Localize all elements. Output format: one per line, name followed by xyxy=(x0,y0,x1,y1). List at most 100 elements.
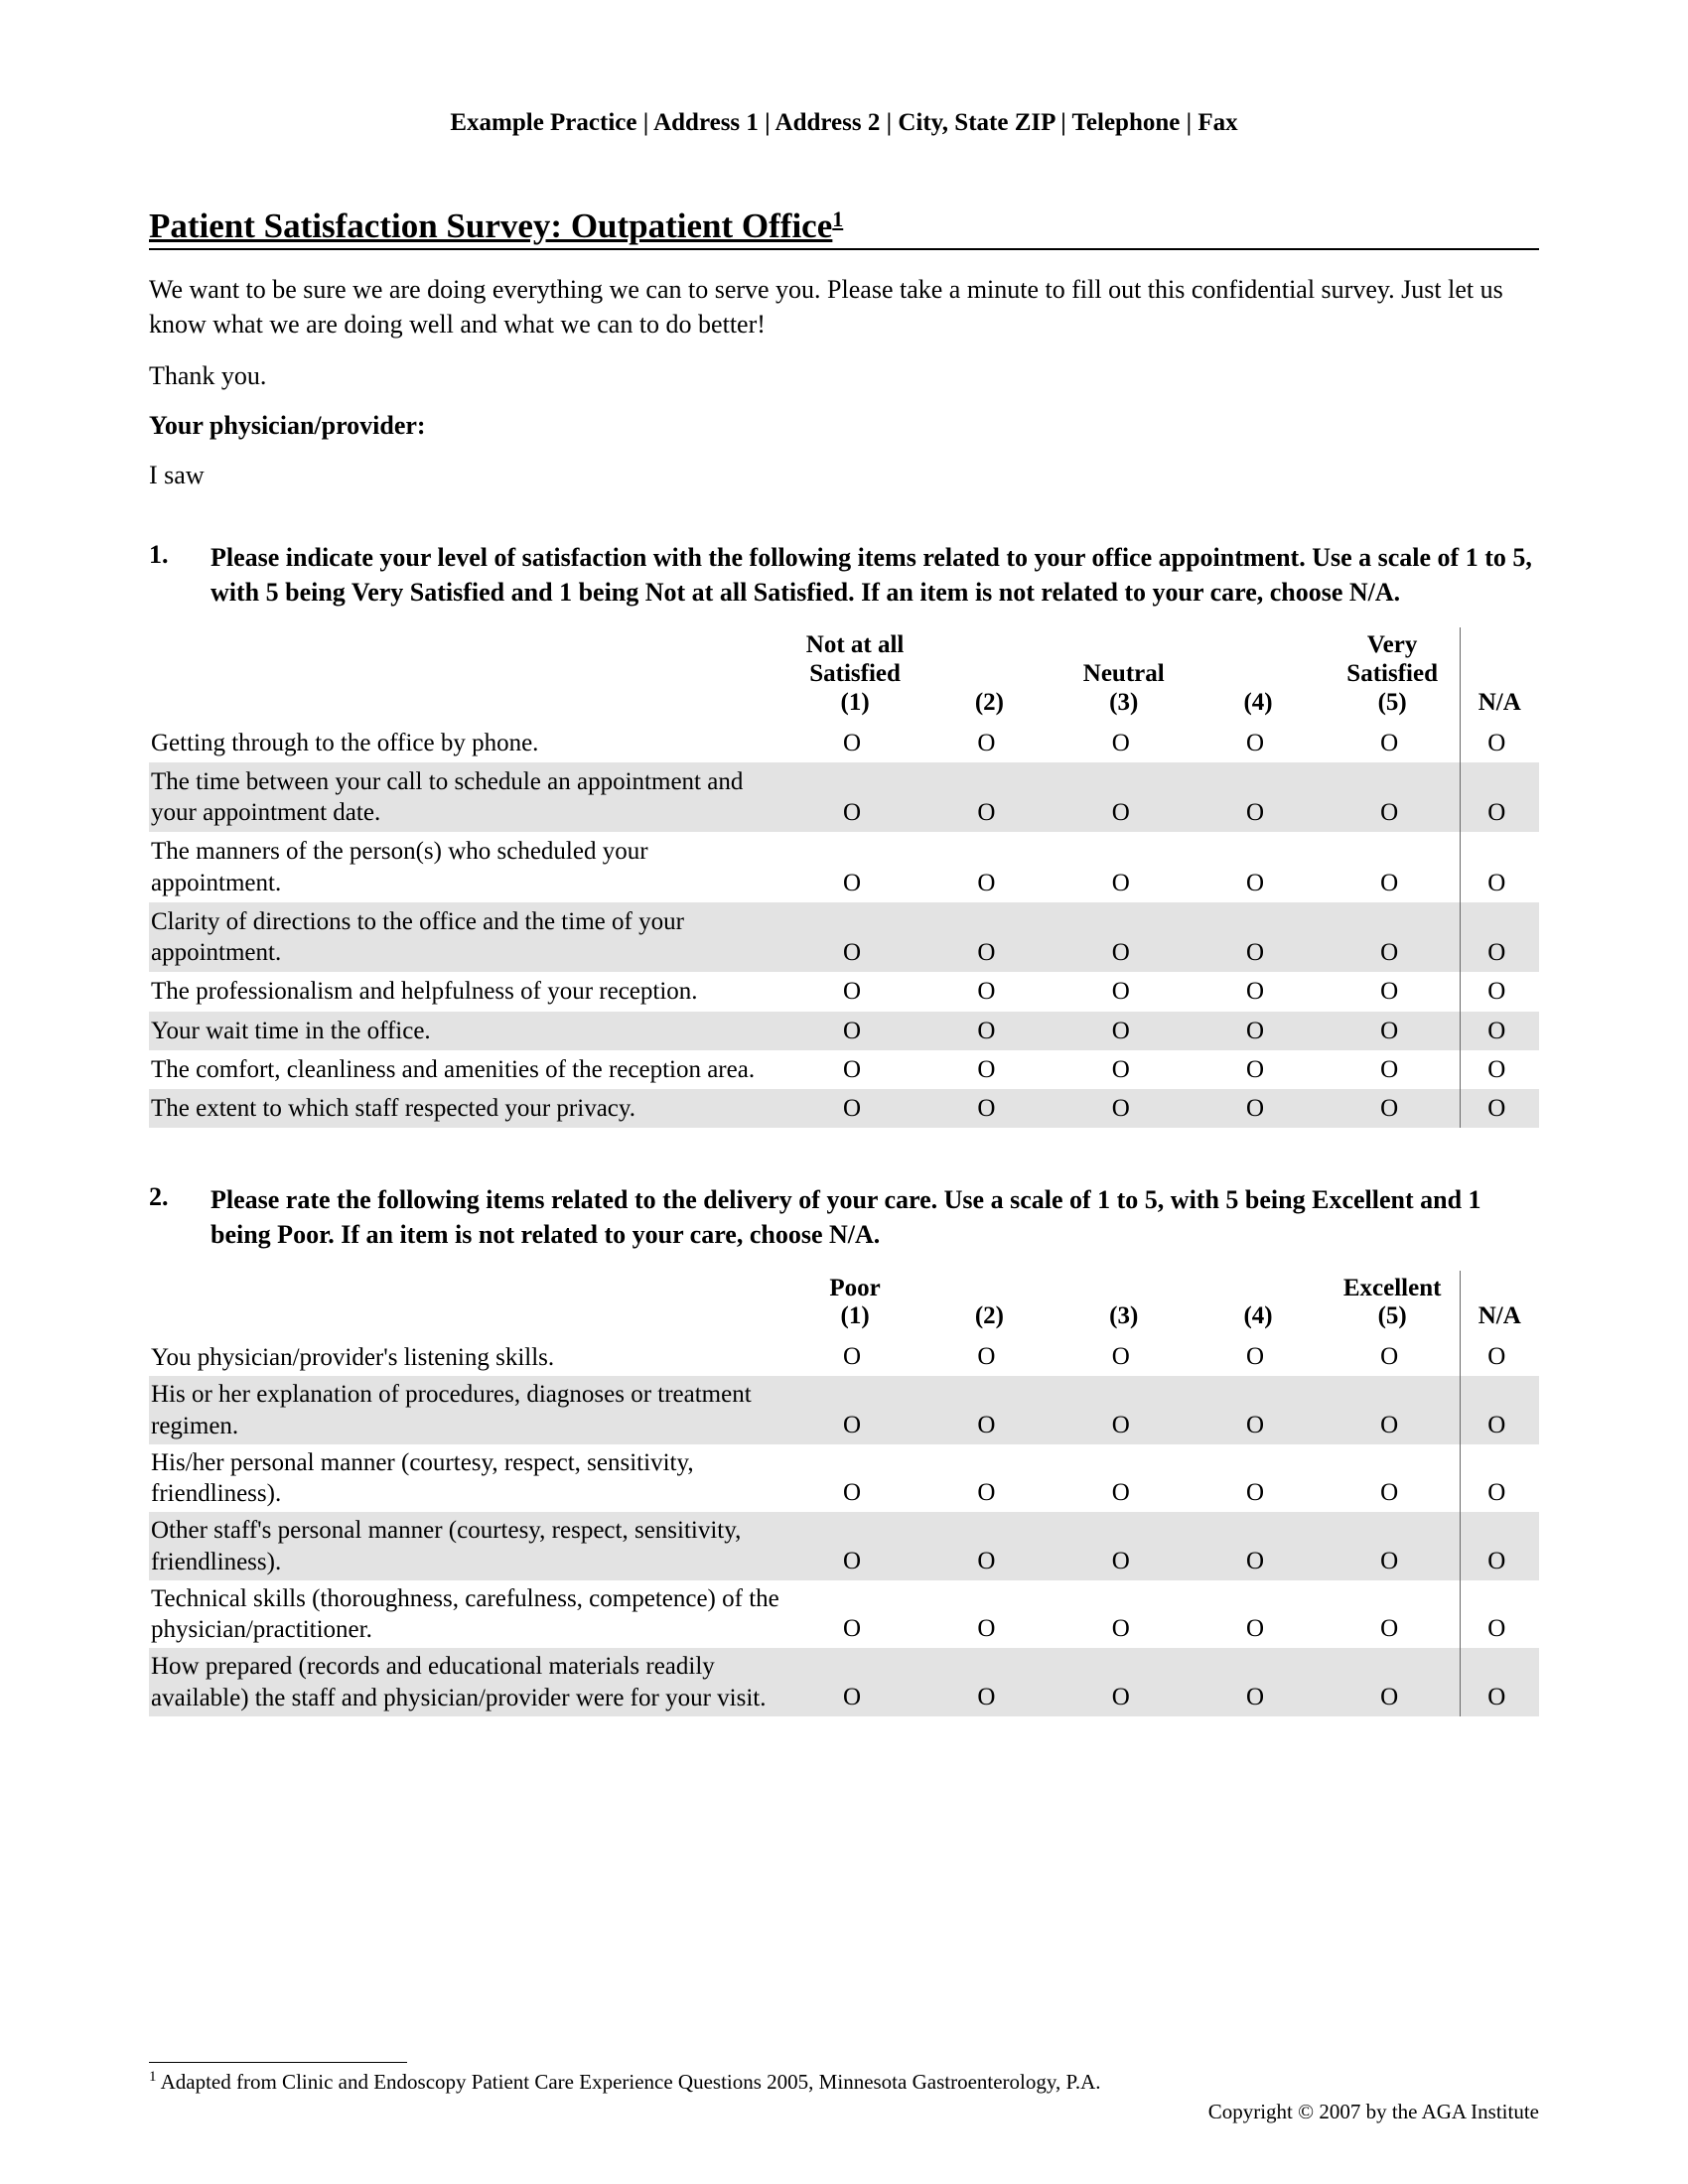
rating-option[interactable]: O xyxy=(1056,1648,1191,1716)
rating-option[interactable]: O xyxy=(1056,724,1191,762)
rating-option[interactable]: O xyxy=(922,1089,1056,1128)
rating-option[interactable]: O xyxy=(1326,1648,1460,1716)
rating-option-na[interactable]: O xyxy=(1460,1050,1539,1089)
rating-option[interactable]: O xyxy=(787,1580,921,1649)
rating-option-na[interactable]: O xyxy=(1460,1512,1539,1580)
rating-option[interactable]: O xyxy=(1326,1337,1460,1376)
rating-option[interactable]: O xyxy=(787,724,921,762)
rating-option[interactable]: O xyxy=(1191,1337,1325,1376)
rating-option[interactable]: O xyxy=(922,762,1056,833)
rating-option[interactable]: O xyxy=(1056,1012,1191,1050)
q1-col-1: Not at all Satisfied (1) xyxy=(787,627,921,723)
rating-option-na[interactable]: O xyxy=(1460,1376,1539,1444)
rating-option[interactable]: O xyxy=(1326,972,1460,1011)
rating-option[interactable]: O xyxy=(1191,1089,1325,1128)
rating-option[interactable]: O xyxy=(1326,1376,1460,1444)
rating-option[interactable]: O xyxy=(787,1050,921,1089)
rating-option[interactable]: O xyxy=(787,832,921,902)
q2-col-1-line1: Poor xyxy=(829,1275,880,1303)
rating-option[interactable]: O xyxy=(1326,1512,1460,1580)
rating-option[interactable]: O xyxy=(1056,1337,1191,1376)
rating-option[interactable]: O xyxy=(1191,972,1325,1011)
rating-option[interactable]: O xyxy=(922,1050,1056,1089)
rating-option[interactable]: O xyxy=(1056,1444,1191,1513)
rating-option-na[interactable]: O xyxy=(1460,1089,1539,1128)
rating-option[interactable]: O xyxy=(1191,832,1325,902)
rating-option[interactable]: O xyxy=(787,1376,921,1444)
rating-option[interactable]: O xyxy=(1056,1512,1191,1580)
intro-paragraph: We want to be sure we are doing everythi… xyxy=(149,272,1539,341)
rating-option-na[interactable]: O xyxy=(1460,762,1539,833)
rating-option-na[interactable]: O xyxy=(1460,972,1539,1011)
q1-col-2: (2) xyxy=(922,627,1056,723)
rating-option-na[interactable]: O xyxy=(1460,1337,1539,1376)
rating-option[interactable]: O xyxy=(1326,902,1460,973)
rating-option[interactable]: O xyxy=(922,724,1056,762)
rating-option[interactable]: O xyxy=(922,1337,1056,1376)
rating-option[interactable]: O xyxy=(1056,1376,1191,1444)
rating-option[interactable]: O xyxy=(1326,762,1460,833)
rating-option[interactable]: O xyxy=(1191,1444,1325,1513)
rating-option[interactable]: O xyxy=(1191,762,1325,833)
rating-option[interactable]: O xyxy=(1056,902,1191,973)
rating-option[interactable]: O xyxy=(1326,1444,1460,1513)
rating-option[interactable]: O xyxy=(1191,1050,1325,1089)
question-2: 2. Please rate the following items relat… xyxy=(149,1182,1539,1252)
q2-col-1: Poor (1) xyxy=(787,1271,921,1338)
q2-rating-table: Poor (1) (2) (3) (4) Excellent (5) N/A xyxy=(149,1271,1539,1716)
rating-option-na[interactable]: O xyxy=(1460,832,1539,902)
rating-option[interactable]: O xyxy=(787,1337,921,1376)
rating-option[interactable]: O xyxy=(1191,1012,1325,1050)
rating-option-na[interactable]: O xyxy=(1460,724,1539,762)
rating-option[interactable]: O xyxy=(922,1512,1056,1580)
rating-option[interactable]: O xyxy=(787,762,921,833)
rating-option[interactable]: O xyxy=(922,1580,1056,1649)
rating-option-na[interactable]: O xyxy=(1460,1444,1539,1513)
rating-option-na[interactable]: O xyxy=(1460,1648,1539,1716)
q1-col-3-line2: (3) xyxy=(1109,689,1138,718)
rating-option[interactable]: O xyxy=(1326,1089,1460,1128)
rating-option[interactable]: O xyxy=(1326,724,1460,762)
q1-col-na: N/A xyxy=(1460,627,1539,723)
rating-option[interactable]: O xyxy=(922,1648,1056,1716)
rating-option[interactable]: O xyxy=(922,832,1056,902)
rating-option[interactable]: O xyxy=(922,1012,1056,1050)
rating-option[interactable]: O xyxy=(1056,1050,1191,1089)
rating-option[interactable]: O xyxy=(787,1648,921,1716)
rating-option[interactable]: O xyxy=(1056,832,1191,902)
rating-item-label: The professionalism and helpfulness of y… xyxy=(149,972,787,1011)
rating-option[interactable]: O xyxy=(787,1089,921,1128)
table-row: The manners of the person(s) who schedul… xyxy=(149,832,1539,902)
rating-option[interactable]: O xyxy=(1191,902,1325,973)
rating-option[interactable]: O xyxy=(1056,972,1191,1011)
rating-option[interactable]: O xyxy=(787,1444,921,1513)
rating-option-na[interactable]: O xyxy=(1460,1012,1539,1050)
rating-option[interactable]: O xyxy=(1191,1512,1325,1580)
rating-option[interactable]: O xyxy=(1191,1376,1325,1444)
rating-option[interactable]: O xyxy=(922,972,1056,1011)
rating-option[interactable]: O xyxy=(1326,832,1460,902)
rating-option[interactable]: O xyxy=(1056,1089,1191,1128)
question-1: 1. Please indicate your level of satisfa… xyxy=(149,540,1539,610)
rating-option[interactable]: O xyxy=(1056,762,1191,833)
question-2-text: Please rate the following items related … xyxy=(211,1182,1539,1252)
rating-option[interactable]: O xyxy=(1191,1580,1325,1649)
rating-option[interactable]: O xyxy=(787,1512,921,1580)
rating-option[interactable]: O xyxy=(787,972,921,1011)
rating-option[interactable]: O xyxy=(1326,1580,1460,1649)
rating-option[interactable]: O xyxy=(1191,724,1325,762)
rating-option[interactable]: O xyxy=(922,1376,1056,1444)
rating-option[interactable]: O xyxy=(787,902,921,973)
rating-option[interactable]: O xyxy=(1191,1648,1325,1716)
rating-option[interactable]: O xyxy=(1326,1012,1460,1050)
rating-item-label: Your wait time in the office. xyxy=(149,1012,787,1050)
rating-option[interactable]: O xyxy=(922,902,1056,973)
table-row: The comfort, cleanliness and amenities o… xyxy=(149,1050,1539,1089)
rating-option[interactable]: O xyxy=(1056,1580,1191,1649)
rating-option[interactable]: O xyxy=(922,1444,1056,1513)
rating-option-na[interactable]: O xyxy=(1460,902,1539,973)
rating-option[interactable]: O xyxy=(1326,1050,1460,1089)
rating-option[interactable]: O xyxy=(787,1012,921,1050)
rating-item-label: Getting through to the office by phone. xyxy=(149,724,787,762)
rating-option-na[interactable]: O xyxy=(1460,1580,1539,1649)
